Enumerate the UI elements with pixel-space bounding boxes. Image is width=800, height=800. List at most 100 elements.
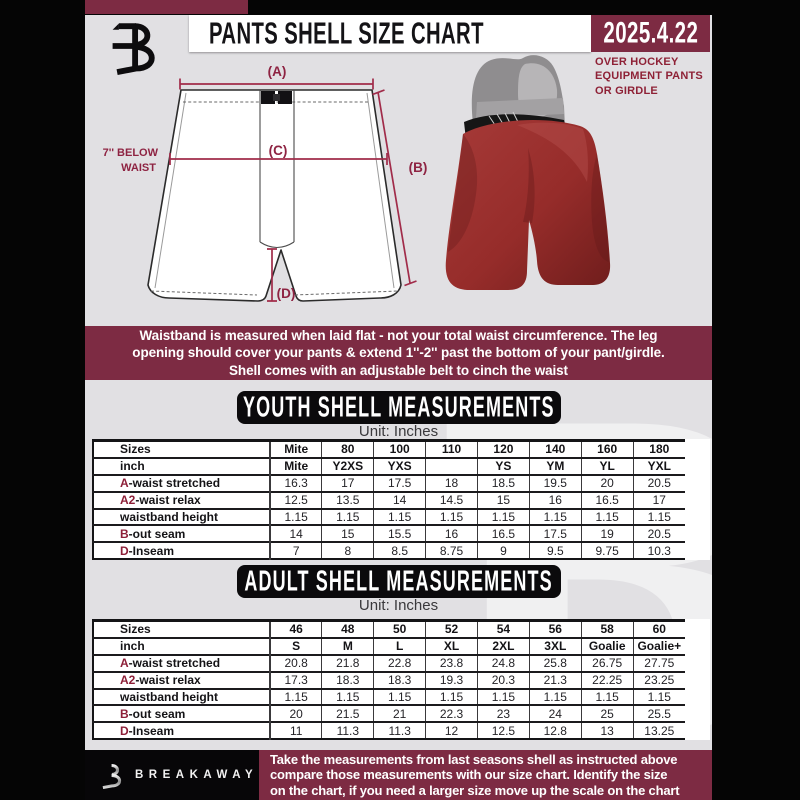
size-cell: 16.5	[477, 524, 530, 543]
row-label: B-out seam	[93, 524, 270, 543]
row-label: B-out seam	[93, 704, 270, 723]
size-cell: Mite	[269, 456, 322, 475]
size-cell: 19.3	[425, 670, 478, 689]
adult-table-card: Sizes 46 48 50 52 54 56 58 60 inch S M L XL 2XL 3XL Goal…	[92, 619, 710, 741]
size-cell	[425, 456, 478, 475]
shell-note-line: OR GIRDLE	[595, 84, 658, 97]
size-cell: 25	[580, 704, 634, 723]
info-banner-line: Waistband is measured when laid flat - n…	[139, 327, 658, 343]
size-cell: 180	[632, 440, 685, 458]
row-label-prefix: B	[120, 526, 129, 541]
size-cell: YM	[528, 456, 582, 475]
size-cell: 18.3	[321, 670, 374, 689]
size-cell: 1.15	[477, 687, 530, 706]
size-cell: M	[321, 636, 374, 655]
size-cell: 14	[269, 524, 322, 543]
adult-section-banner: ADULT SHELL MEASUREMENTS	[236, 565, 561, 598]
shorts-measurement-diagram: (A) (B) (C) (D) 7'' BELOW WAIST	[103, 55, 611, 302]
table-row: waistband height 1.15 1.15 1.15 1.15 1.15 1.15…	[93, 507, 685, 526]
size-cell: 12.5	[477, 721, 530, 740]
footer-brand-box: BREAKAWAY	[85, 750, 259, 800]
shell-note-line: EQUIPMENT PANTS	[595, 70, 703, 82]
size-cell: 26.75	[580, 653, 634, 672]
size-cell: 15	[477, 490, 530, 509]
size-cell: S	[269, 636, 322, 655]
size-cell: 13.25	[632, 721, 685, 740]
size-cell: YXS	[373, 456, 426, 475]
row-label-prefix: A	[120, 476, 129, 491]
size-cell: 21.3	[528, 670, 582, 689]
size-cell: 20.5	[632, 524, 685, 543]
footer-note-line: on the chart, if you need a larger size …	[270, 782, 680, 798]
size-cell: 1.15	[425, 687, 478, 706]
hockey-pants-illustration	[445, 55, 611, 290]
info-banner-line: opening should cover your pants & extend…	[132, 345, 665, 361]
size-cell: 15	[321, 524, 374, 543]
adult-size-table: Sizes 46 48 50 52 54 56 58 60 inch S M L XL 2XL 3XL Goal…	[92, 619, 685, 741]
size-cell: 8.5	[373, 541, 426, 560]
table-row: inch S M L XL 2XL 3XL Goalie Goalie+	[93, 636, 685, 655]
size-cell: Mite	[269, 440, 322, 458]
row-label: A-waist stretched	[93, 653, 270, 672]
footer-note-line: Take the measurements from last seasons …	[270, 751, 678, 767]
row-label: A2-waist relax	[93, 670, 270, 689]
size-cell: 10.3	[632, 541, 685, 560]
size-cell: 80	[321, 440, 374, 458]
row-label-prefix: D	[120, 723, 129, 738]
size-cell: 16.3	[269, 473, 322, 492]
size-cell: 24.8	[477, 653, 530, 672]
size-cell: 25.8	[528, 653, 582, 672]
size-cell: 1.15	[528, 687, 582, 706]
size-cell: 11.3	[321, 721, 374, 740]
adult-unit-label: Unit: Inches	[358, 597, 439, 614]
label-a: (A)	[268, 64, 287, 79]
size-cell: Goalie+	[632, 636, 685, 655]
size-cell: 16.5	[580, 490, 634, 509]
table-row: Sizes 46 48 50 52 54 56 58 60	[93, 620, 685, 638]
size-cell: 1.15	[269, 507, 322, 526]
table-row: waistband height 1.15 1.15 1.15 1.15 1.15 1.15…	[93, 687, 685, 706]
size-cell: 1.15	[580, 507, 634, 526]
youth-section-banner: YOUTH SHELL MEASUREMENTS	[236, 390, 561, 424]
size-cell: 1.15	[477, 507, 530, 526]
size-cell: 48	[321, 620, 374, 638]
size-cell: 25.5	[632, 704, 685, 723]
size-cell: 1.15	[425, 507, 478, 526]
size-cell: 1.15	[632, 507, 685, 526]
row-label: waistband height	[93, 507, 270, 526]
size-cell: 50	[373, 620, 426, 638]
row-label-prefix: D	[120, 543, 129, 558]
size-cell: 18.5	[477, 473, 530, 492]
footer-note-line: compare those measurements with our size…	[270, 767, 668, 783]
row-label: A2-waist relax	[93, 490, 270, 509]
size-cell: 11.3	[373, 721, 426, 740]
size-cell: 13	[580, 721, 634, 740]
size-cell: 9.5	[528, 541, 582, 560]
size-cell: 13.5	[321, 490, 374, 509]
breakaway-logo-small-icon	[100, 763, 122, 789]
size-cell: 12.5	[269, 490, 322, 509]
size-cell: 18.3	[373, 670, 426, 689]
label-b: (B)	[409, 160, 428, 175]
top-accent-bar	[85, 0, 248, 14]
dimension-labels: (A) (B) (C) (D)	[268, 64, 428, 301]
size-cell: 21.5	[321, 704, 374, 723]
size-cell: 7	[269, 541, 322, 560]
size-cell: 20.3	[477, 670, 530, 689]
info-banner: Waistband is measured when laid flat - n…	[85, 326, 712, 380]
info-banner-line: Shell comes with an adjustable belt to c…	[229, 362, 568, 378]
table-row: B-out seam 14 15 15.5 16 16.5 17.5 19 20.5	[93, 524, 685, 543]
row-label: Sizes	[120, 622, 151, 637]
size-cell: 9	[477, 541, 530, 560]
size-cell: 54	[477, 620, 530, 638]
size-cell: 19.5	[528, 473, 582, 492]
row-label: A-waist stretched	[93, 473, 270, 492]
size-cell: 17.3	[269, 670, 322, 689]
youth-section-title: YOUTH SHELL MEASUREMENTS	[242, 390, 555, 424]
youth-table-card: Sizes Mite 80 100 110 120 140 160 180 inch Mite Y2X…	[92, 439, 710, 561]
row-label: D-Inseam	[93, 721, 270, 740]
size-cell: 23.25	[632, 670, 685, 689]
size-cell: 1.15	[269, 687, 322, 706]
size-cell: 20	[580, 473, 634, 492]
